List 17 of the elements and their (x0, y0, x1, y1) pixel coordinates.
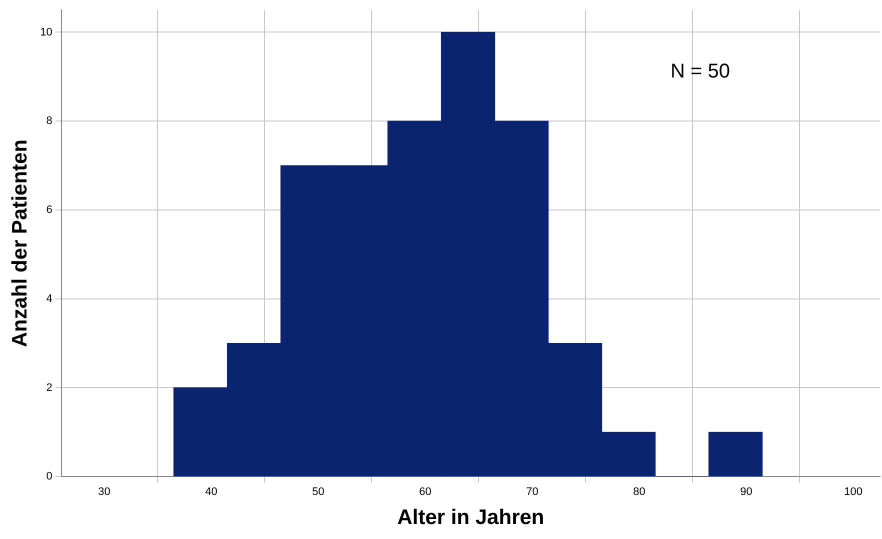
x-tick-label: 30 (98, 486, 110, 498)
x-tick-label: 100 (844, 486, 862, 498)
x-tick-label: 60 (419, 486, 432, 498)
y-axis-title: Anzahl der Patienten (8, 139, 32, 348)
y-tick-label: 4 (46, 292, 52, 305)
x-tick-label: 70 (526, 486, 538, 498)
y-tick-label: 6 (46, 204, 52, 216)
x-tick-label: 80 (633, 486, 646, 498)
x-tick-label: 40 (205, 486, 218, 498)
y-tick-label: 2 (46, 382, 52, 394)
y-tick-label: 10 (40, 26, 52, 38)
x-tick-label: 90 (740, 486, 752, 498)
y-tick-label: 8 (46, 115, 52, 128)
x-axis-title: Alter in Jahren (397, 506, 544, 530)
annotation: N = 50 (670, 60, 730, 83)
x-tick-label: 50 (312, 486, 324, 498)
y-tick-label: 0 (46, 470, 52, 483)
